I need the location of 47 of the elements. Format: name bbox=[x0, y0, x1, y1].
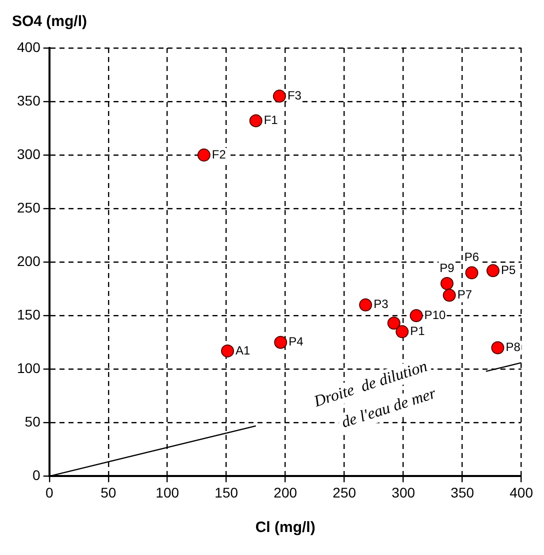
annotation: P5 bbox=[501, 262, 516, 277]
point bbox=[249, 114, 262, 128]
y-tick-label: 100 bbox=[17, 360, 41, 376]
annotation: P8 bbox=[506, 340, 521, 354]
y-tick-label: 0 bbox=[32, 467, 41, 484]
annotation: P4 bbox=[288, 334, 304, 349]
x-tick-label: 50 bbox=[100, 484, 116, 500]
point bbox=[359, 298, 372, 312]
point bbox=[410, 309, 423, 322]
annotation: F1 bbox=[264, 113, 278, 128]
point bbox=[396, 325, 409, 338]
point bbox=[491, 341, 504, 354]
y-tick-label: 300 bbox=[17, 146, 41, 162]
y-tick-label: 150 bbox=[17, 306, 41, 322]
point bbox=[197, 148, 210, 162]
annotation: P10 bbox=[424, 308, 446, 322]
point bbox=[465, 266, 478, 280]
point bbox=[440, 277, 454, 290]
annotation: P9 bbox=[440, 260, 455, 275]
x-tick-label: 200 bbox=[274, 484, 298, 500]
point bbox=[274, 336, 288, 349]
annotation: P6 bbox=[464, 250, 480, 264]
point bbox=[221, 344, 234, 358]
point bbox=[442, 288, 456, 302]
x-tick-label: 300 bbox=[392, 484, 416, 500]
annotation: F2 bbox=[212, 147, 226, 162]
x-axis-title: Cl (mg/l) bbox=[255, 519, 316, 536]
x-tick-label: 0 bbox=[45, 484, 54, 500]
point bbox=[486, 264, 500, 278]
annotation: P3 bbox=[374, 297, 389, 312]
y-tick-label: 350 bbox=[17, 92, 41, 108]
y-tick-label: 250 bbox=[17, 199, 41, 216]
y-tick-label: 200 bbox=[17, 252, 41, 269]
x-tick-label: 100 bbox=[156, 484, 180, 500]
x-tick-label: 400 bbox=[510, 484, 534, 500]
y-tick-label: 400 bbox=[17, 38, 41, 55]
x-tick-label: 350 bbox=[450, 484, 474, 500]
annotation: P7 bbox=[457, 288, 472, 302]
x-tick-label: 150 bbox=[214, 484, 238, 500]
annotation: P1 bbox=[410, 324, 426, 338]
point bbox=[387, 316, 400, 330]
y-axis-title: SO4 (mg/l) bbox=[12, 13, 88, 30]
annotation: A1 bbox=[236, 343, 251, 358]
y-tick-label: 50 bbox=[24, 414, 41, 430]
point bbox=[272, 90, 286, 103]
x-tick-label: 250 bbox=[332, 484, 356, 500]
annotation: F3 bbox=[287, 88, 302, 102]
